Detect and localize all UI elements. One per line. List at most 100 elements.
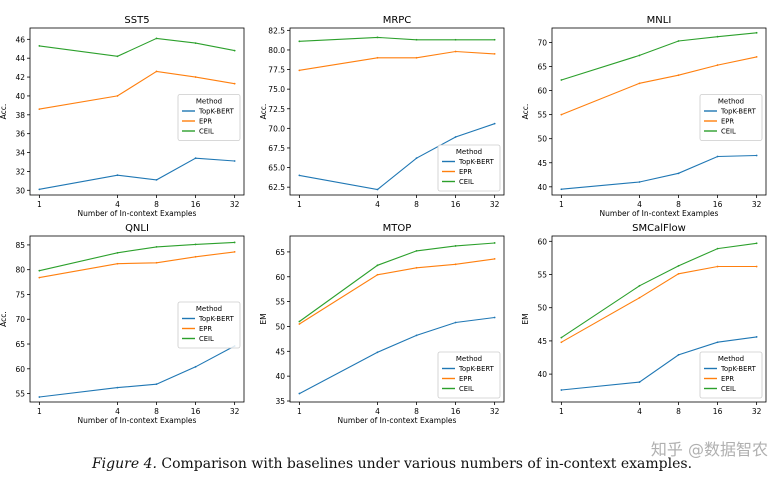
data-point-topk-bert bbox=[194, 365, 197, 368]
plot-frame bbox=[289, 27, 505, 196]
legend-entry-topk-bert: TopK-BERT bbox=[198, 108, 235, 116]
data-point-ceil bbox=[755, 242, 758, 245]
y-tick-label: 65 bbox=[537, 63, 547, 72]
y-tick-label: 85 bbox=[15, 241, 25, 250]
y-tick-label: 42 bbox=[15, 73, 25, 82]
y-tick-label: 46 bbox=[15, 35, 25, 44]
chart-qnli: QNLI 1 4 8 16 32 55 60 65 70 75 80 85 Number of In-co… bbox=[0, 223, 245, 425]
legend-title: Method bbox=[196, 305, 222, 313]
series-line-ceil bbox=[39, 241, 235, 272]
data-point-ceil bbox=[677, 40, 680, 42]
data-point-topk-bert bbox=[376, 188, 379, 191]
plot-frame bbox=[551, 235, 767, 403]
legend-box bbox=[699, 351, 763, 399]
legend-entry-epr: EPR bbox=[199, 118, 212, 126]
legend: Method TopK-BERT EPR CEIL bbox=[699, 94, 763, 141]
data-point-epr bbox=[493, 52, 496, 55]
data-point-topk-bert bbox=[298, 174, 301, 177]
x-tick-label: 1 bbox=[297, 407, 302, 416]
y-tick-label: 45 bbox=[537, 159, 547, 168]
data-point-topk-bert bbox=[415, 334, 418, 337]
series-line-epr bbox=[299, 258, 495, 325]
caption-text: Comparison with baselines under various … bbox=[161, 456, 693, 472]
x-tick-label: 16 bbox=[451, 200, 461, 209]
series-line-ceil bbox=[299, 242, 495, 322]
data-point-topk-bert bbox=[638, 381, 641, 383]
data-point-ceil bbox=[755, 31, 758, 34]
y-tick-label: 50 bbox=[275, 322, 285, 331]
legend-entry-topk-bert: TopK-BERT bbox=[198, 315, 235, 323]
legend-entry-epr: EPR bbox=[721, 375, 734, 383]
data-point-topk-bert bbox=[454, 321, 457, 324]
data-point-epr bbox=[298, 69, 301, 72]
data-point-topk-bert bbox=[493, 122, 496, 125]
legend: Method TopK-BERT EPR CEIL bbox=[177, 94, 241, 141]
y-tick-label: 60 bbox=[275, 273, 285, 282]
y-tick-label: 70 bbox=[537, 38, 547, 47]
chart-title: SMCalFlow bbox=[632, 223, 686, 234]
y-axis-label: EM bbox=[259, 313, 268, 324]
y-tick-label: 40 bbox=[537, 183, 547, 192]
y-axis-label: Acc. bbox=[0, 104, 8, 120]
data-point-topk-bert bbox=[298, 392, 301, 395]
x-tick-label: 4 bbox=[115, 407, 120, 416]
x-tick-label: 4 bbox=[115, 200, 120, 209]
legend-entry-topk-bert: TopK-BERT bbox=[720, 365, 757, 373]
y-tick-label: 30 bbox=[15, 186, 25, 195]
y-tick-label: 55 bbox=[15, 390, 25, 399]
data-point-ceil bbox=[638, 284, 641, 287]
series-line-ceil bbox=[299, 36, 495, 42]
data-point-epr bbox=[116, 95, 119, 97]
y-tick-label: 70 bbox=[15, 315, 25, 324]
legend-entry-epr: EPR bbox=[199, 325, 212, 333]
data-point-epr bbox=[638, 296, 641, 299]
data-point-epr bbox=[638, 82, 641, 85]
x-tick-label: 16 bbox=[451, 407, 461, 416]
data-point-epr bbox=[454, 263, 457, 266]
x-tick-label: 8 bbox=[414, 200, 419, 209]
y-tick-label: 75.0 bbox=[268, 85, 285, 94]
data-point-topk-bert bbox=[415, 157, 418, 160]
data-point-topk-bert bbox=[155, 383, 158, 386]
chart-mtop: MTOP 1 4 8 16 32 35 40 45 50 55 60 65 Number of In-co… bbox=[259, 223, 505, 425]
data-point-topk-bert bbox=[155, 179, 158, 181]
x-tick-label: 8 bbox=[154, 407, 159, 416]
series-line-topk-bert bbox=[561, 154, 757, 190]
watermark: 知乎 @数据智农 bbox=[650, 440, 768, 459]
data-point-topk-bert bbox=[716, 155, 719, 158]
chart-smcalflow: SMCalFlow 1 4 8 16 32 40 45 50 55 60 EM Method TopK-B… bbox=[521, 223, 767, 416]
x-tick-label: 1 bbox=[559, 407, 564, 416]
x-tick-label: 8 bbox=[154, 200, 159, 209]
y-tick-label: 45 bbox=[275, 347, 285, 356]
x-axis-label: Number of In-context Examples bbox=[600, 209, 719, 218]
legend-entry-ceil: CEIL bbox=[459, 385, 474, 393]
x-tick-label: 8 bbox=[676, 200, 681, 209]
x-tick-label: 4 bbox=[637, 407, 642, 416]
y-tick-label: 62.5 bbox=[268, 183, 285, 192]
data-point-epr bbox=[38, 276, 41, 279]
data-point-epr bbox=[560, 341, 563, 344]
data-point-ceil bbox=[298, 40, 301, 43]
data-point-epr bbox=[155, 261, 158, 264]
series-line-epr bbox=[561, 265, 757, 343]
y-tick-label: 65 bbox=[15, 340, 25, 349]
data-point-topk-bert bbox=[376, 351, 379, 354]
y-tick-label: 70.0 bbox=[268, 124, 285, 133]
x-tick-label: 1 bbox=[297, 200, 302, 209]
legend-box bbox=[699, 94, 763, 141]
y-axis-label: Acc. bbox=[259, 104, 268, 120]
x-tick-label: 16 bbox=[713, 200, 723, 209]
series-line-epr bbox=[299, 50, 495, 71]
series-line-ceil bbox=[561, 242, 757, 339]
data-point-ceil bbox=[38, 45, 41, 47]
x-axis-label: Number of In-context Examples bbox=[78, 209, 197, 218]
y-tick-label: 77.5 bbox=[268, 66, 285, 75]
y-tick-label: 35 bbox=[275, 397, 285, 406]
data-point-ceil bbox=[194, 42, 197, 44]
chart-title: MRPC bbox=[383, 15, 412, 26]
x-tick-label: 4 bbox=[375, 407, 380, 416]
legend-entry-ceil: CEIL bbox=[459, 178, 474, 186]
data-point-ceil bbox=[560, 79, 563, 81]
data-point-ceil bbox=[116, 251, 119, 254]
